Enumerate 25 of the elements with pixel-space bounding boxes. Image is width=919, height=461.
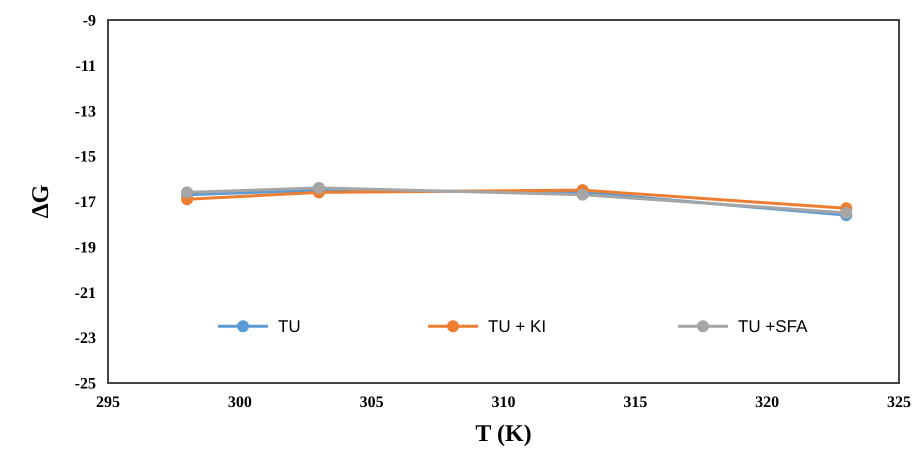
point bbox=[840, 206, 852, 219]
y-tick-label: -23 bbox=[74, 330, 96, 348]
x-tick-label: 300 bbox=[228, 394, 252, 411]
x-tick-label: 305 bbox=[360, 394, 384, 411]
x-tick-label: 310 bbox=[492, 394, 516, 411]
y-tick-label: -19 bbox=[74, 239, 96, 256]
y-axis-title: ΔG bbox=[28, 184, 54, 218]
y-tick-label: -11 bbox=[76, 58, 96, 75]
legend-label: TU + KI bbox=[488, 317, 546, 336]
y-tick-label: -21 bbox=[74, 284, 96, 302]
legend-label: TU bbox=[278, 317, 301, 336]
x-tick-label: 325 bbox=[887, 394, 911, 411]
y-tick-label: -17 bbox=[74, 194, 96, 212]
y-tick-label: -15 bbox=[74, 148, 96, 166]
y-tick-label: -25 bbox=[74, 376, 96, 393]
y-tick-label: -13 bbox=[74, 103, 96, 120]
y-tick-label: -9 bbox=[82, 12, 96, 30]
x-axis-title: T (K) bbox=[475, 421, 532, 447]
x-tick-label: 320 bbox=[755, 394, 780, 411]
point bbox=[181, 186, 194, 198]
x-tick-label: 315 bbox=[623, 394, 648, 411]
point bbox=[576, 188, 589, 201]
legend-label: TU +SFA bbox=[738, 317, 808, 336]
x-tick-label: 295 bbox=[96, 394, 120, 411]
point bbox=[312, 182, 325, 194]
